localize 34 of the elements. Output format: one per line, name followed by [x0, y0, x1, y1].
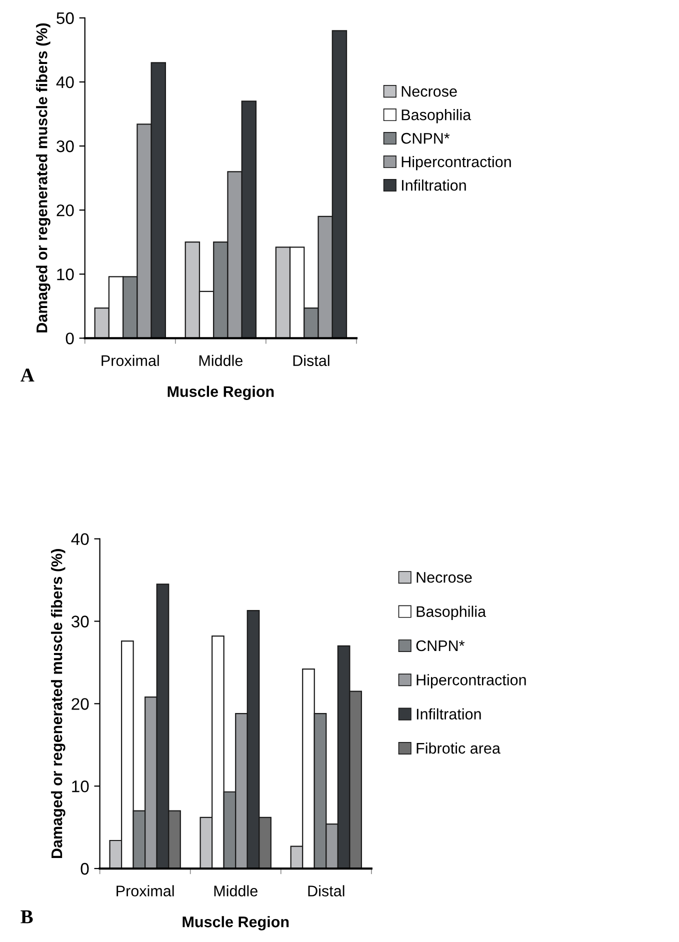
y-tick-label: 20 [72, 698, 89, 710]
legend-label: Necrose [402, 86, 457, 97]
legend-label: Infiltration [402, 180, 466, 191]
y-tick-label: 0 [80, 862, 89, 875]
y-tick-label: 20 [56, 204, 74, 216]
legend-label: CNPN* [401, 132, 450, 144]
y-tick-label: 0 [66, 332, 74, 344]
text: A [20, 368, 34, 382]
legend-label: Infiltration [416, 708, 481, 720]
y-tick-label: 50 [56, 12, 74, 24]
legend-label: Hipercontraction [402, 156, 511, 170]
y-axis-title: Damaged or regenerated muscle fibers (%) [36, 23, 50, 332]
y-tick-label: 30 [71, 616, 89, 628]
x-tick-label: Proximal [116, 885, 174, 896]
legend-label: Hipercontraction [416, 674, 526, 688]
x-tick-label: Proximal [102, 354, 159, 366]
legend-label: Fibrotic area [416, 742, 500, 754]
legend-label: Necrose [416, 572, 472, 583]
x-tick-label: Distal [308, 885, 344, 896]
x-tick-label: Distal [293, 354, 330, 366]
y-tick-label: 10 [57, 268, 74, 280]
x-tick-label: Middle [199, 354, 242, 366]
x-axis-title: Muscle Region [168, 386, 274, 400]
legend-label: CNPN* [416, 640, 465, 652]
legend-label: Basophilia [416, 606, 486, 620]
y-tick-label: 40 [56, 76, 74, 88]
text: B [20, 910, 33, 924]
legend-label: Basophilia [402, 109, 472, 124]
x-tick-label: Middle [214, 885, 258, 896]
y-tick-label: 10 [72, 780, 89, 792]
x-axis-title: Muscle Region [182, 916, 289, 930]
y-tick-label: 40 [71, 533, 89, 546]
y-tick-label: 30 [56, 140, 74, 152]
y-axis-title: Damaged or regenerated muscle fibers (%) [50, 549, 66, 858]
